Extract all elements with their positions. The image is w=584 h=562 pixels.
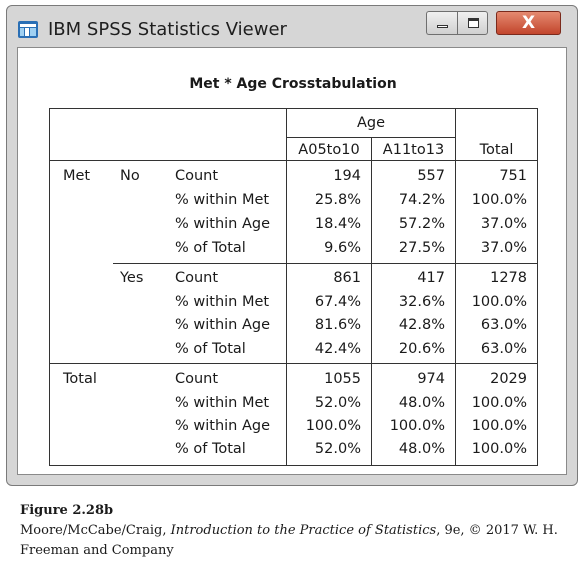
grid-line: [286, 109, 287, 465]
grid-line: [113, 263, 537, 264]
table-cell: 42.8%: [398, 317, 445, 333]
statistic-label: % of Total: [175, 441, 246, 457]
total-row-label: Total: [63, 371, 97, 387]
statistic-label: % within Met: [175, 294, 270, 310]
maximize-button[interactable]: [457, 11, 488, 35]
output-pane: Met * Age Crosstabulation Age A05to10 A1…: [17, 47, 567, 475]
statistic-label: % of Total: [175, 240, 246, 256]
spss-viewer-icon: [18, 21, 38, 38]
minimize-icon: [437, 25, 448, 28]
table-cell: 48.0%: [398, 441, 445, 457]
table-cell: 32.6%: [398, 294, 445, 310]
table-cell: 74.2%: [398, 192, 445, 208]
table-cell: 100.0%: [471, 441, 527, 457]
column-header: A05to10: [298, 142, 360, 158]
table-cell: 100.0%: [471, 395, 527, 411]
statistic-label: % within Age: [175, 418, 271, 434]
table-cell: 417: [417, 270, 445, 286]
grid-line: [287, 137, 455, 138]
column-header: A11to13: [382, 142, 445, 158]
statistic-label: Count: [175, 270, 219, 286]
credit-publisher: , 9e, © 2017 W. H. Freeman and Company: [20, 523, 558, 558]
table-cell: 2029: [490, 371, 527, 387]
table-cell: 100.0%: [305, 418, 361, 434]
window-title: IBM SPSS Statistics Viewer: [48, 19, 287, 40]
statistic-label: Count: [175, 371, 219, 387]
row-level-label: Yes: [120, 270, 144, 286]
table-cell: 63.0%: [480, 317, 527, 333]
statistic-label: % within Age: [175, 216, 271, 232]
statistic-label: % within Met: [175, 192, 270, 208]
statistic-label: Count: [175, 168, 219, 184]
table-cell: 861: [333, 270, 361, 286]
table-title: Met * Age Crosstabulation: [189, 76, 397, 92]
table-cell: 48.0%: [398, 395, 445, 411]
statistic-label: % of Total: [175, 341, 246, 357]
table-cell: 1278: [490, 270, 527, 286]
title-bar[interactable]: IBM SPSS Statistics Viewer X: [7, 6, 577, 46]
table-cell: 52.0%: [314, 441, 361, 457]
row-level-label: No: [120, 168, 140, 184]
table-cell: 52.0%: [314, 395, 361, 411]
table-cell: 63.0%: [480, 341, 527, 357]
table-cell: 57.2%: [398, 216, 445, 232]
table-cell: 100.0%: [471, 294, 527, 310]
table-cell: 42.4%: [314, 341, 361, 357]
grid-line: [455, 109, 456, 465]
table-cell: 557: [417, 168, 445, 184]
table-cell: 67.4%: [314, 294, 361, 310]
figure-credit: Moore/McCabe/Craig, Introduction to the …: [20, 521, 576, 561]
figure-caption: Figure 2.28b Moore/McCabe/Craig, Introdu…: [20, 501, 576, 561]
table-cell: 194: [333, 168, 361, 184]
table-cell: 37.0%: [480, 240, 527, 256]
table-cell: 100.0%: [389, 418, 445, 434]
crosstab-table: Age A05to10 A11to13 Total Met No Yes Tot…: [49, 108, 538, 466]
table-cell: 974: [417, 371, 445, 387]
credit-authors: Moore/McCabe/Craig,: [20, 523, 171, 538]
maximize-icon: [468, 18, 479, 28]
close-button[interactable]: X: [496, 11, 561, 35]
statistic-label: % within Met: [175, 395, 270, 411]
grid-line: [50, 160, 537, 161]
table-cell: 9.6%: [324, 240, 361, 256]
viewer-window: IBM SPSS Statistics Viewer X Met * Age C…: [6, 5, 578, 486]
minimize-button[interactable]: [426, 11, 457, 35]
grid-line: [50, 363, 537, 364]
credit-book-title: Introduction to the Practice of Statisti…: [170, 523, 437, 538]
statistic-label: % within Age: [175, 317, 271, 333]
column-group-header: Age: [356, 115, 386, 131]
table-cell: 751: [499, 168, 527, 184]
table-cell: 100.0%: [471, 192, 527, 208]
table-cell: 20.6%: [398, 341, 445, 357]
table-cell: 25.8%: [314, 192, 361, 208]
column-header: Total: [479, 142, 514, 158]
figure-label: Figure 2.28b: [20, 503, 114, 518]
row-variable-label: Met: [63, 168, 91, 184]
table-cell: 37.0%: [480, 216, 527, 232]
table-cell: 27.5%: [398, 240, 445, 256]
table-cell: 100.0%: [471, 418, 527, 434]
table-cell: 81.6%: [314, 317, 361, 333]
table-cell: 18.4%: [314, 216, 361, 232]
grid-line: [371, 138, 372, 465]
close-icon: X: [521, 13, 536, 33]
table-cell: 1055: [324, 371, 361, 387]
